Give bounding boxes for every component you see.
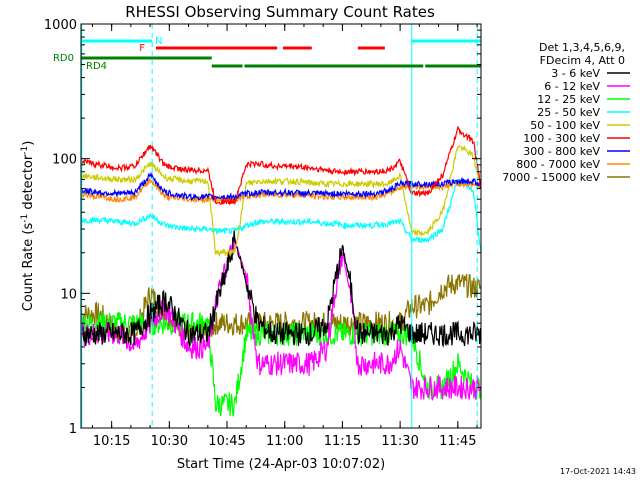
series-layer	[81, 126, 481, 417]
flag-label-rd0: RD0	[53, 53, 74, 64]
axis-layer: 10:15 10:30 10:45 11:00 11:15 11:30 11:45 1 10 10…	[44, 18, 481, 449]
legend-label-800-7000-kev: 800 - 7000 keV	[516, 158, 600, 171]
annotation-layer: NF RD0 RD4	[53, 24, 481, 428]
legend-label-3-6-kev: 3 - 6 keV	[551, 67, 600, 80]
series-line-300-800-kev	[81, 171, 481, 202]
y-axis-label-sup1: -1	[20, 214, 30, 223]
series-line-3-6-kev	[81, 230, 481, 348]
y-axis-label-end: )	[21, 141, 36, 146]
series-line-50-100-kev	[81, 144, 481, 258]
series-line-100-300-kev	[81, 126, 481, 206]
x-tick-label: 10:30	[151, 434, 188, 449]
legend: Det 1,3,4,5,6,9,FDecim 4, Att 03 - 6 keV…	[502, 41, 630, 184]
x-tick-label: 11:00	[266, 434, 303, 449]
y-tick-label: 10	[60, 287, 77, 302]
x-tick-label: 11:45	[439, 434, 476, 449]
flag-label-f: F	[139, 43, 145, 54]
timestamp-label: 17-Oct-2021 14:43	[560, 467, 636, 476]
flag-label-n: N	[155, 36, 162, 47]
y-tick-label: 1	[69, 422, 77, 437]
legend-label-6-12-kev: 6 - 12 keV	[544, 80, 600, 93]
legend-header-line-2: FDecim 4, Att 0	[540, 54, 625, 67]
legend-label-7000-15000-kev: 7000 - 15000 keV	[502, 171, 600, 184]
y-axis-label-mid: detector	[21, 154, 36, 214]
y-axis-label-sup2: -1	[20, 146, 30, 155]
legend-label-300-800-kev: 300 - 800 keV	[523, 145, 600, 158]
chart-title: RHESSI Observing Summary Count Rates	[125, 3, 435, 21]
legend-label-100-300-kev: 100 - 300 keV	[523, 132, 600, 145]
x-axis-label: Start Time (24-Apr-03 10:07:02)	[177, 457, 385, 472]
x-tick-label: 10:15	[93, 434, 130, 449]
series-line-25-50-kev	[81, 178, 481, 253]
legend-header-line-1: Det 1,3,4,5,6,9,	[539, 41, 625, 54]
flag-label-rd4: RD4	[86, 61, 107, 72]
x-tick-label: 10:45	[208, 434, 245, 449]
legend-label-12-25-kev: 12 - 25 keV	[537, 93, 600, 106]
legend-label-50-100-kev: 50 - 100 keV	[530, 119, 600, 132]
legend-label-25-50-kev: 25 - 50 keV	[537, 106, 600, 119]
y-tick-label: 1000	[44, 18, 77, 33]
series-line-7000-15000-kev	[81, 273, 481, 346]
plot-frame	[80, 23, 482, 429]
y-axis-label: Count Rate (s-1 detector-1)	[20, 141, 36, 312]
x-tick-label: 11:15	[324, 434, 361, 449]
x-tick-label: 11:30	[381, 434, 418, 449]
y-axis-label-main: Count Rate (s	[21, 223, 36, 312]
y-tick-label: 100	[52, 153, 77, 168]
